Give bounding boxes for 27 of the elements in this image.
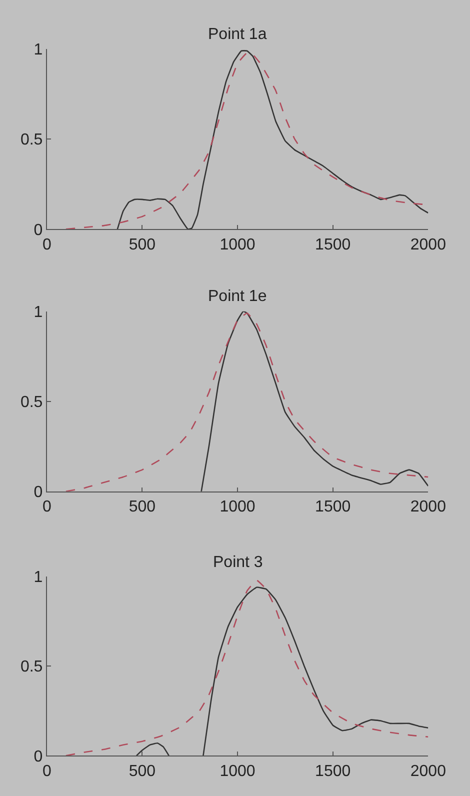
y-tick-label: 1 <box>34 569 43 586</box>
x-tick-label: 1500 <box>315 236 351 254</box>
x-tick-label: 500 <box>128 762 156 780</box>
x-tick-label: 2000 <box>410 498 446 516</box>
x-tick-label: 1500 <box>315 498 351 516</box>
line-series <box>65 580 428 756</box>
y-tick-label: 1 <box>34 304 43 321</box>
x-tick-label: 2000 <box>410 762 446 780</box>
y-tick-label: 0 <box>34 222 43 239</box>
y-tick-label: 1 <box>34 42 43 59</box>
y-tick-label: 0.5 <box>20 132 43 149</box>
chart-title: Point 1a <box>208 26 267 43</box>
line-series <box>65 312 428 492</box>
chart-title: Point 3 <box>213 554 263 571</box>
x-tick-label: 2000 <box>410 236 446 254</box>
x-tick-label: 1500 <box>315 762 351 780</box>
y-tick-label: 0 <box>34 484 43 502</box>
x-tick-label: 500 <box>128 236 156 254</box>
x-tick-label: 1000 <box>220 498 256 516</box>
x-tick-label: 500 <box>128 498 156 516</box>
y-tick-label: 0.5 <box>20 658 43 676</box>
x-tick-label: 1000 <box>220 236 256 254</box>
line-series <box>200 311 428 492</box>
chart-title: Point 1e <box>208 288 267 305</box>
y-tick-label: 0 <box>34 748 43 766</box>
y-tick-label: 0.5 <box>20 394 43 411</box>
x-tick-label: 1000 <box>220 762 256 780</box>
